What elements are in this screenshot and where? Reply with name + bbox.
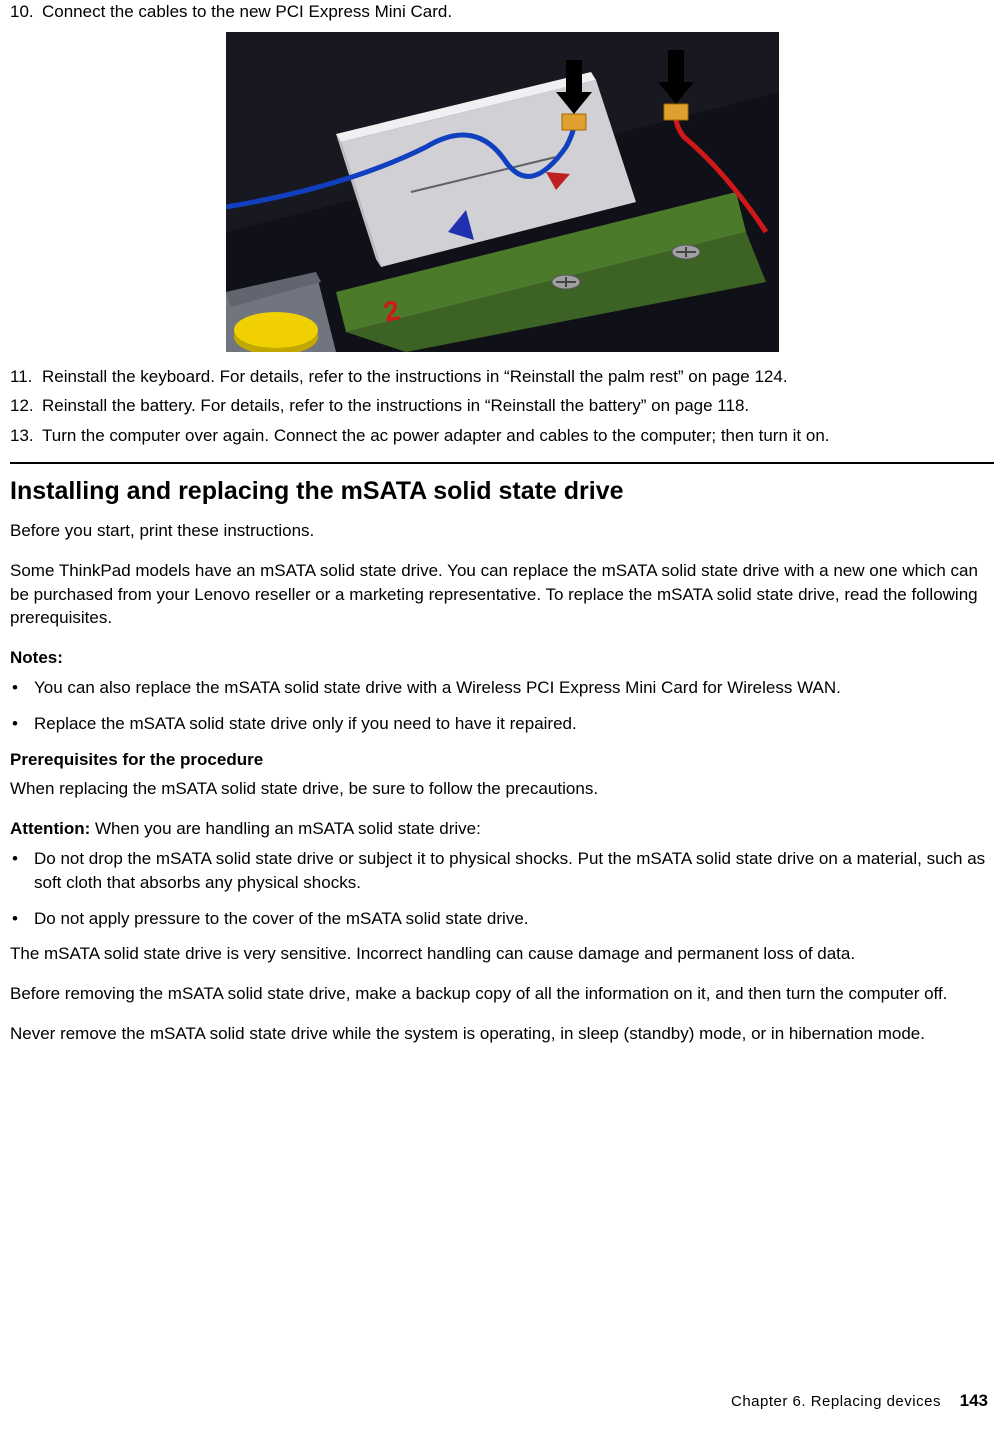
prerequisites-text: When replacing the mSATA solid state dri…: [10, 777, 994, 801]
attention-bullet-text: Do not drop the mSATA solid state drive …: [34, 847, 994, 895]
attention-label: Attention:: [10, 819, 90, 838]
illustration-svg: 2: [226, 32, 779, 352]
step-text: Reinstall the battery. For details, refe…: [42, 394, 994, 418]
section-divider: [10, 462, 994, 464]
bullet-icon: •: [12, 847, 34, 895]
bullet-icon: •: [12, 712, 34, 736]
step-number: 12.: [10, 394, 42, 418]
backup-paragraph: Before removing the mSATA solid state dr…: [10, 982, 994, 1006]
step-11: 11. Reinstall the keyboard. For details,…: [10, 365, 994, 389]
step-12: 12. Reinstall the battery. For details, …: [10, 394, 994, 418]
note-bullet-1: • You can also replace the mSATA solid s…: [10, 676, 994, 700]
figure-container: 2: [10, 32, 994, 359]
note-text: Replace the mSATA solid state drive only…: [34, 712, 994, 736]
step-number: 13.: [10, 424, 42, 448]
step-text: Reinstall the keyboard. For details, ref…: [42, 365, 994, 389]
step-text: Turn the computer over again. Connect th…: [42, 424, 994, 448]
chapter-label: Chapter 6. Replacing devices: [731, 1393, 941, 1410]
bullet-icon: •: [12, 907, 34, 931]
attention-bullet-1: • Do not drop the mSATA solid state driv…: [10, 847, 994, 895]
attention-bullet-text: Do not apply pressure to the cover of th…: [34, 907, 994, 931]
step-number: 11.: [10, 365, 42, 389]
note-bullet-2: • Replace the mSATA solid state drive on…: [10, 712, 994, 736]
notes-label: Notes:: [10, 646, 994, 670]
never-remove-paragraph: Never remove the mSATA solid state drive…: [10, 1022, 994, 1046]
attention-bullet-2: • Do not apply pressure to the cover of …: [10, 907, 994, 931]
page-footer: Chapter 6. Replacing devices 143: [731, 1389, 988, 1413]
intro-paragraph-2: Some ThinkPad models have an mSATA solid…: [10, 559, 994, 630]
intro-paragraph-1: Before you start, print these instructio…: [10, 519, 994, 543]
attention-text: When you are handling an mSATA solid sta…: [90, 819, 481, 838]
section-heading: Installing and replacing the mSATA solid…: [10, 474, 994, 509]
step-number: 10.: [10, 0, 42, 24]
prerequisites-label: Prerequisites for the procedure: [10, 748, 994, 772]
pci-card-illustration: 2: [226, 32, 779, 352]
step-10: 10. Connect the cables to the new PCI Ex…: [10, 0, 994, 24]
bullet-icon: •: [12, 676, 34, 700]
page-number: 143: [960, 1391, 988, 1410]
sensitive-paragraph: The mSATA solid state drive is very sens…: [10, 942, 994, 966]
note-text: You can also replace the mSATA solid sta…: [34, 676, 994, 700]
step-text: Connect the cables to the new PCI Expres…: [42, 0, 994, 24]
attention-line: Attention: When you are handling an mSAT…: [10, 817, 994, 841]
step-13: 13. Turn the computer over again. Connec…: [10, 424, 994, 448]
